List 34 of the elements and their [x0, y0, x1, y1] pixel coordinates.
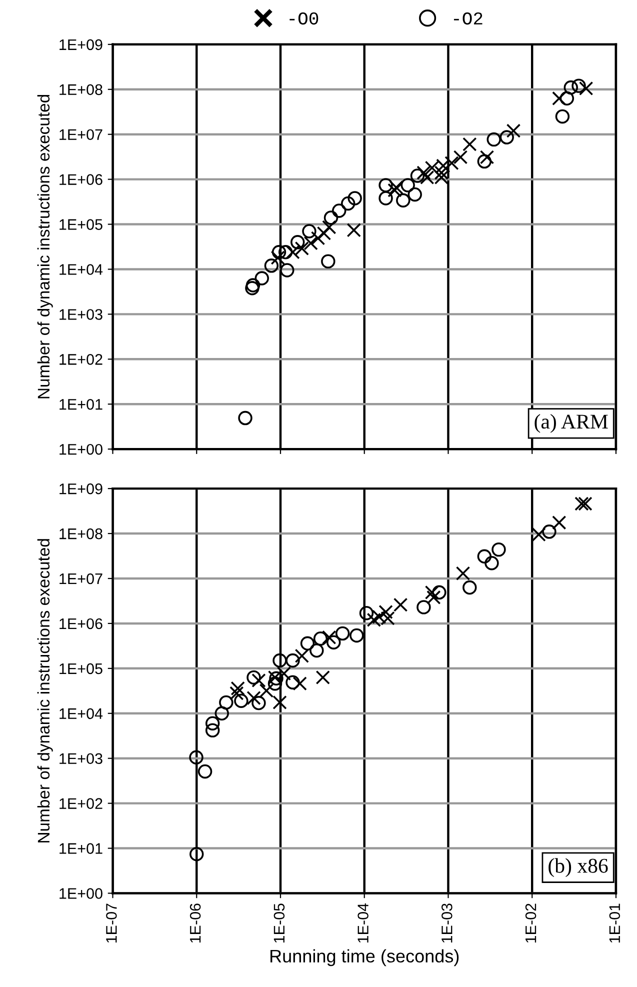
- y-tick-label: 1E+03: [60, 753, 102, 764]
- y-tick-label: 1E+07: [60, 129, 102, 140]
- y-axis-title: Number of dynamic instructions executed: [37, 539, 53, 842]
- y-tick-label: 1E+09: [60, 483, 102, 494]
- x-axis-title: Running time (seconds): [270, 949, 459, 966]
- y-tick-label: 1E+06: [60, 618, 102, 630]
- y-tick-label: 1E+03: [60, 309, 102, 320]
- y-tick-label: 1E+01: [60, 843, 102, 854]
- x-tick-label: 1E-07: [106, 904, 117, 943]
- y-tick-label: 1E+00: [60, 444, 102, 455]
- y-tick-label: 1E+07: [60, 573, 102, 584]
- y-tick-label: 1E+08: [60, 528, 102, 540]
- y-tick-label: 1E+05: [60, 219, 102, 230]
- annotation: (a) ARM: [534, 414, 608, 433]
- y-tick-label: 1E+04: [60, 708, 103, 720]
- y-tick-label: 1E+04: [60, 264, 103, 275]
- legend-label: -O0: [290, 12, 318, 25]
- y-tick-label: 1E+05: [60, 663, 102, 674]
- x-tick-label: 1E-04: [358, 903, 368, 943]
- y-tick-label: 1E+09: [60, 39, 102, 50]
- y-tick-label: 1E+08: [60, 84, 102, 96]
- x-tick-label: 1E-01: [609, 904, 620, 943]
- y-tick-label: 1E+02: [60, 354, 102, 365]
- x-tick-label: 1E-02: [525, 904, 536, 943]
- y-tick-label: 1E+06: [60, 174, 102, 185]
- y-tick-label: 1E+02: [60, 798, 102, 809]
- y-tick-label: 1E+00: [60, 888, 102, 899]
- y-tick-label: 1E+01: [60, 398, 102, 410]
- x-tick-label: 1E-06: [190, 904, 201, 943]
- legend-label: -O2: [454, 12, 482, 25]
- x-tick-label: 1E-05: [274, 904, 285, 943]
- y-axis-title: Number of dynamic instructions executed: [37, 94, 53, 398]
- x-tick-label: 1E-03: [442, 904, 452, 943]
- annotation: (b) x86: [548, 858, 608, 878]
